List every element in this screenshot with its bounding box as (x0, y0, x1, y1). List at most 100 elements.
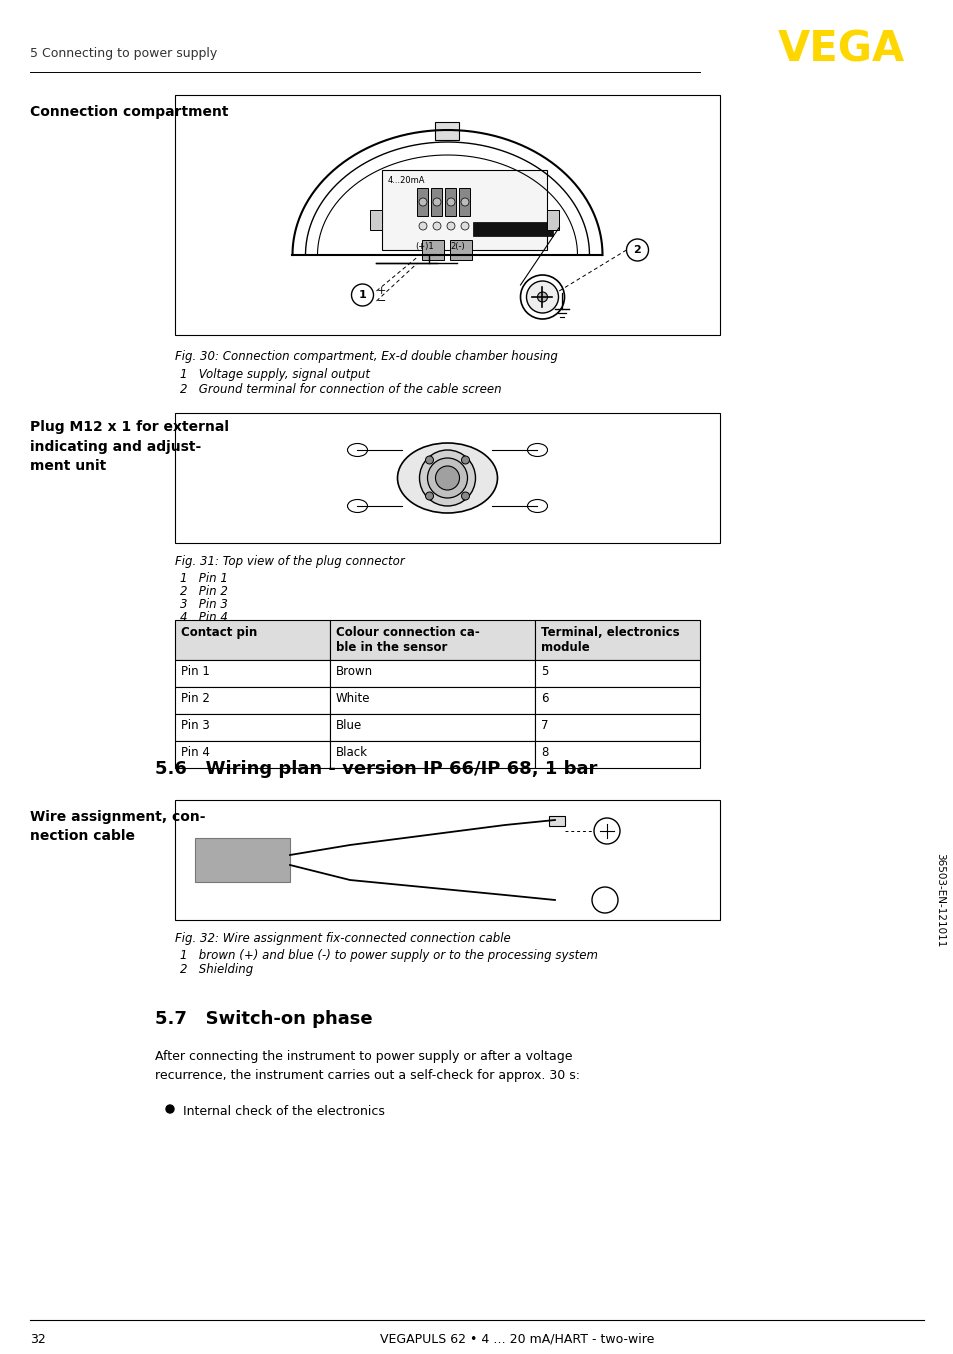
Circle shape (425, 456, 433, 464)
Bar (174, 800, 720, 919)
Text: 6: 6 (540, 692, 548, 705)
Bar (194, 838, 290, 881)
Text: Colour connection ca-
ble in the sensor: Colour connection ca- ble in the sensor (335, 626, 479, 654)
Bar (382, 171, 547, 250)
Circle shape (460, 222, 469, 230)
Text: 4...20mA: 4...20mA (387, 176, 424, 185)
Text: Connection compartment: Connection compartment (30, 106, 229, 119)
Bar (174, 686, 330, 714)
Bar (330, 714, 535, 741)
Circle shape (526, 282, 558, 313)
Text: +: + (376, 286, 385, 297)
Circle shape (425, 492, 433, 500)
Bar (174, 413, 720, 543)
Bar (174, 741, 330, 768)
Circle shape (433, 198, 440, 206)
Text: Blue: Blue (335, 719, 362, 733)
Ellipse shape (397, 443, 497, 513)
Text: VEGAPULS 62 • 4 … 20 mA/HART - two-wire: VEGAPULS 62 • 4 … 20 mA/HART - two-wire (379, 1332, 654, 1346)
Text: 8: 8 (540, 746, 548, 760)
Text: Pin 4: Pin 4 (181, 746, 210, 760)
Bar (330, 620, 535, 659)
Text: (+)1: (+)1 (416, 242, 434, 250)
Circle shape (447, 222, 455, 230)
Bar (330, 659, 535, 686)
Text: 1: 1 (358, 290, 366, 301)
Text: 4   Pin 4: 4 Pin 4 (180, 611, 228, 624)
Text: 5 Connecting to power supply: 5 Connecting to power supply (30, 47, 217, 60)
Bar (459, 188, 470, 217)
Circle shape (435, 466, 459, 490)
Bar (445, 188, 456, 217)
Circle shape (418, 198, 427, 206)
Circle shape (166, 1105, 173, 1113)
Circle shape (461, 492, 469, 500)
Bar (548, 816, 564, 826)
Text: 2   Pin 2: 2 Pin 2 (180, 585, 228, 598)
Circle shape (433, 222, 440, 230)
Text: White: White (335, 692, 370, 705)
Text: Plug M12 x 1 for external
indicating and adjust-
ment unit: Plug M12 x 1 for external indicating and… (30, 420, 229, 473)
Text: Black: Black (335, 746, 368, 760)
Text: 2   Ground terminal for connection of the cable screen: 2 Ground terminal for connection of the … (180, 383, 501, 395)
Text: 3   Pin 3: 3 Pin 3 (180, 598, 228, 611)
Bar (370, 210, 382, 230)
Text: Fig. 30: Connection compartment, Ex-d double chamber housing: Fig. 30: Connection compartment, Ex-d do… (174, 349, 558, 363)
Text: 7: 7 (540, 719, 548, 733)
Text: 2   Shielding: 2 Shielding (180, 963, 253, 976)
Text: Pin 1: Pin 1 (181, 665, 210, 678)
Circle shape (594, 818, 619, 844)
Bar (535, 686, 700, 714)
Bar (174, 620, 330, 659)
Circle shape (351, 284, 374, 306)
Ellipse shape (527, 444, 547, 456)
Bar (547, 210, 558, 230)
Text: 1   brown (+) and blue (-) to power supply or to the processing system: 1 brown (+) and blue (-) to power supply… (180, 949, 598, 961)
Circle shape (460, 198, 469, 206)
Text: Contact pin: Contact pin (181, 626, 257, 639)
Text: 2: 2 (633, 245, 640, 255)
Ellipse shape (347, 444, 367, 456)
Circle shape (537, 292, 547, 302)
Text: 2(-): 2(-) (450, 242, 465, 250)
Text: After connecting the instrument to power supply or after a voltage
recurrence, t: After connecting the instrument to power… (154, 1049, 579, 1082)
Text: 5.6   Wiring plan - version IP 66/IP 68, 1 bar: 5.6 Wiring plan - version IP 66/IP 68, 1… (154, 760, 597, 779)
Bar (431, 188, 442, 217)
Text: 5.7   Switch-on phase: 5.7 Switch-on phase (154, 1010, 373, 1028)
Text: Fig. 31: Top view of the plug connector: Fig. 31: Top view of the plug connector (174, 555, 404, 567)
Bar (535, 620, 700, 659)
Circle shape (626, 240, 648, 261)
Text: Wire assignment, con-
nection cable: Wire assignment, con- nection cable (30, 810, 205, 844)
Text: 1   Voltage supply, signal output: 1 Voltage supply, signal output (180, 368, 370, 380)
Text: −: − (376, 297, 385, 306)
Text: Pin 3: Pin 3 (181, 719, 210, 733)
Circle shape (447, 198, 455, 206)
Ellipse shape (347, 500, 367, 513)
Bar (473, 222, 553, 236)
Bar (535, 741, 700, 768)
Bar (174, 95, 720, 334)
Bar (535, 714, 700, 741)
Text: 5: 5 (540, 665, 548, 678)
Bar (422, 240, 444, 260)
Circle shape (520, 275, 564, 320)
Text: Terminal, electronics
module: Terminal, electronics module (540, 626, 679, 654)
Text: 36503-EN-121011: 36503-EN-121011 (934, 853, 944, 948)
Bar (417, 188, 428, 217)
Bar (535, 659, 700, 686)
Text: Fig. 32: Wire assignment fix-connected connection cable: Fig. 32: Wire assignment fix-connected c… (174, 932, 510, 945)
Circle shape (419, 450, 475, 506)
Circle shape (592, 887, 618, 913)
Ellipse shape (527, 500, 547, 513)
Circle shape (427, 458, 467, 498)
Circle shape (461, 456, 469, 464)
Bar (330, 741, 535, 768)
Text: 32: 32 (30, 1332, 46, 1346)
Text: Brown: Brown (335, 665, 373, 678)
Bar (174, 714, 330, 741)
Bar (435, 122, 459, 139)
Text: VEGA: VEGA (777, 28, 904, 70)
Text: Pin 2: Pin 2 (181, 692, 210, 705)
Bar (174, 659, 330, 686)
Bar (450, 240, 472, 260)
